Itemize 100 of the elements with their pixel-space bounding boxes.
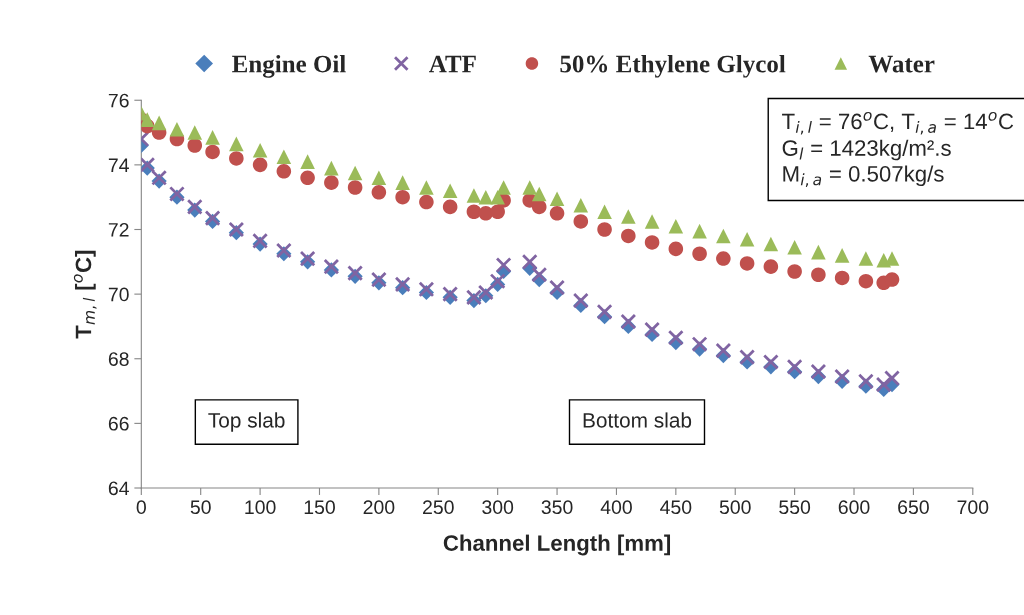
point [857,373,874,390]
x-tick-label: 100 [245,500,276,515]
x-tick-label: 350 [541,500,573,515]
point [229,151,244,166]
point [763,259,779,274]
point [496,180,511,195]
x-tick-label: 50 [190,500,211,515]
x-tick-label: 250 [423,500,454,515]
point [466,204,482,220]
point [229,136,244,152]
point [495,257,512,274]
point [442,183,458,199]
point [811,267,826,283]
point [205,130,220,145]
text: T$_{i,l}$ = 76$^{o}$C, T$_{i,a}$ = 14$^{o}$C G$_{l}$ = 1423kg/m².s M$_{i,a}$ = 0.507kg/s [782,111,1014,187]
point [596,303,613,320]
point [875,376,892,393]
x-tick-label: 600 [838,500,870,515]
legend-label: 50% Ethylene Glycol [560,54,786,78]
point [442,199,458,215]
x-tick-label: 450 [660,500,692,515]
point [490,204,505,220]
point [573,197,589,213]
point [394,276,411,293]
point [252,232,269,249]
point [834,270,850,286]
point [858,273,874,289]
x-tick-label: 400 [600,500,632,515]
point [716,251,731,266]
point [834,368,851,385]
point [370,271,387,288]
point [324,160,339,176]
point [597,204,612,220]
point [884,370,900,387]
point [275,242,292,259]
y-axis-title: T$_{m,l}$ [$^{o}$C] [73,250,97,339]
point [151,169,168,186]
point [300,154,315,169]
legend-label: Water [868,55,935,73]
point [187,138,203,153]
point [811,244,826,260]
x-tick-label: 0 [136,500,146,515]
x-tick-label: 500 [719,500,751,515]
y-tick-label: 64 [108,481,129,496]
point [419,194,434,210]
point [276,149,292,165]
point [787,264,802,279]
point [299,250,316,267]
point [151,115,167,131]
point [395,175,410,190]
x-tick-label: 700 [957,500,989,515]
point [786,358,803,375]
point [668,218,684,234]
y-tick-label: 70 [108,287,129,302]
point [667,329,684,346]
point [762,354,779,370]
point [858,251,874,266]
point [573,214,589,229]
point [572,292,589,309]
point [692,223,707,239]
x-tick-label: 300 [482,500,514,515]
point [549,191,565,207]
point [478,189,494,205]
point [691,336,708,353]
point [531,266,548,283]
point [522,180,538,195]
point [716,228,731,244]
point [644,235,660,250]
point [739,231,755,247]
point [884,272,900,287]
point [347,180,363,195]
x-tick-label: 150 [304,500,335,515]
point [252,143,268,158]
point [787,239,802,255]
point [324,175,339,190]
point [141,112,155,127]
point [644,214,660,229]
point [531,199,547,215]
x-axis-title: Channel Length [mm] [443,534,671,556]
point [252,157,268,173]
x-tick-label: 650 [898,500,929,515]
point [810,363,827,380]
point [419,180,434,195]
point [168,185,185,202]
annotation: Top slab [208,412,285,432]
point [739,256,755,271]
point [478,206,494,221]
point [276,164,292,179]
point [549,206,565,221]
point [466,188,482,203]
point [228,221,245,238]
y-tick-label: 74 [108,158,129,172]
point [834,248,850,263]
legend-label: ATF [429,55,476,73]
point [621,228,636,244]
point [531,186,547,202]
point [371,185,387,200]
point [323,258,340,275]
point [187,125,203,140]
y-tick-label: 66 [108,416,129,431]
